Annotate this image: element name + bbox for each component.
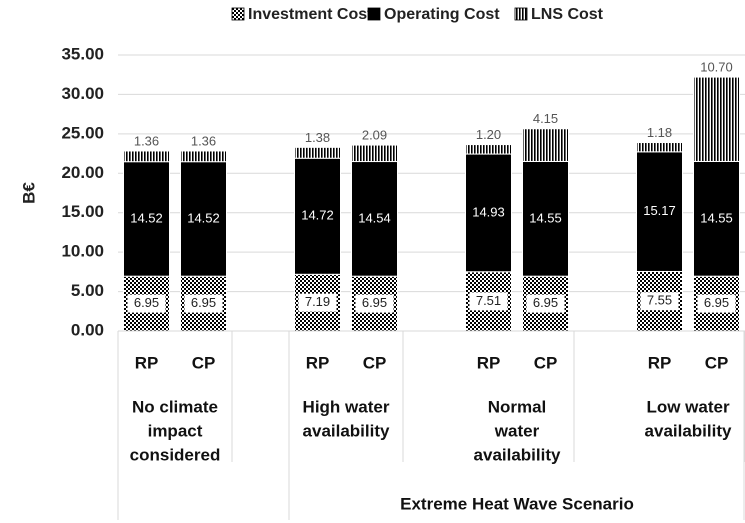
y-axis-title: B€ [19,182,38,204]
label-box [298,293,337,312]
legend-label: Investment Cost [248,6,373,23]
y-tick-label: 0.00 [71,320,104,339]
bar-segment [351,144,398,163]
value-label: 14.52 [187,210,220,225]
x-tick-label: RP [135,353,159,372]
bar-segment [180,161,227,277]
value-label: 6.95 [134,295,159,310]
x-tick-label: RP [648,353,672,372]
value-label: 10.70 [700,60,733,75]
value-label: 1.20 [476,127,501,142]
value-label: 14.54 [358,210,391,225]
label-box [469,292,508,311]
y-tick-label: 15.00 [61,202,104,221]
legend-label: Operating Cost [384,6,500,23]
value-label: 7.51 [476,293,501,308]
value-label: 7.55 [647,293,672,308]
value-label: 7.19 [305,294,330,309]
x-tick-label: CP [534,353,558,372]
bar-segment [636,142,683,153]
value-label: 4.15 [533,111,558,126]
group-label: No climate [132,397,218,416]
bar-segment [123,161,170,277]
legend-label: LNS Cost [531,6,604,23]
y-tick-label: 5.00 [71,281,104,300]
bar-segment [351,161,398,277]
value-label: 6.95 [704,295,729,310]
value-label: 2.09 [362,127,387,142]
value-label: 14.55 [529,210,562,225]
value-label: 1.36 [191,133,216,148]
bar-segment [522,128,569,162]
bar-segment [294,157,341,275]
bar-segment [693,76,740,162]
group-label: availability [474,445,561,464]
label-box [697,294,736,313]
label-box [526,294,565,313]
bar-segment [693,160,740,277]
value-label: 6.95 [362,295,387,310]
bar-segment [180,150,227,163]
value-label: 6.95 [191,295,216,310]
label-box [355,294,394,313]
x-tick-label: RP [306,353,330,372]
bar-segment [465,153,512,273]
bar-segment [465,144,512,155]
x-tick-label: CP [705,353,729,372]
group-label: availability [303,421,390,440]
value-label: 1.36 [134,133,159,148]
y-tick-label: 20.00 [61,163,104,182]
bar-segment [522,160,569,277]
x-tick-label: CP [363,353,387,372]
value-label: 14.93 [472,204,505,219]
group-label: Low water [646,397,730,416]
y-tick-label: 30.00 [61,84,104,103]
bar-segment [123,150,170,163]
value-label: 14.52 [130,210,163,225]
value-label: 6.95 [533,295,558,310]
label-box [640,292,679,311]
y-tick-label: 25.00 [61,123,104,142]
value-label: 15.17 [643,203,676,218]
bar-segment [294,146,341,159]
label-box [184,294,223,313]
group-label: impact [148,421,203,440]
outer-group-label: Extreme Heat Wave Scenario [400,494,634,513]
legend-swatch [367,7,381,21]
legend-swatch [514,7,528,21]
group-label: High water [303,397,390,416]
value-label: 14.55 [700,210,733,225]
value-label: 14.72 [301,208,334,223]
y-tick-label: 10.00 [61,242,104,261]
bar-segment [636,151,683,272]
value-label: 1.18 [647,125,672,140]
x-tick-label: CP [192,353,216,372]
group-label: water [494,421,540,440]
group-label: considered [130,445,221,464]
label-box [127,294,166,313]
group-label: availability [645,421,732,440]
value-label: 1.38 [305,130,330,145]
legend-swatch [231,7,245,21]
x-tick-label: RP [477,353,501,372]
group-label: Normal [488,397,547,416]
y-tick-label: 35.00 [61,44,104,63]
